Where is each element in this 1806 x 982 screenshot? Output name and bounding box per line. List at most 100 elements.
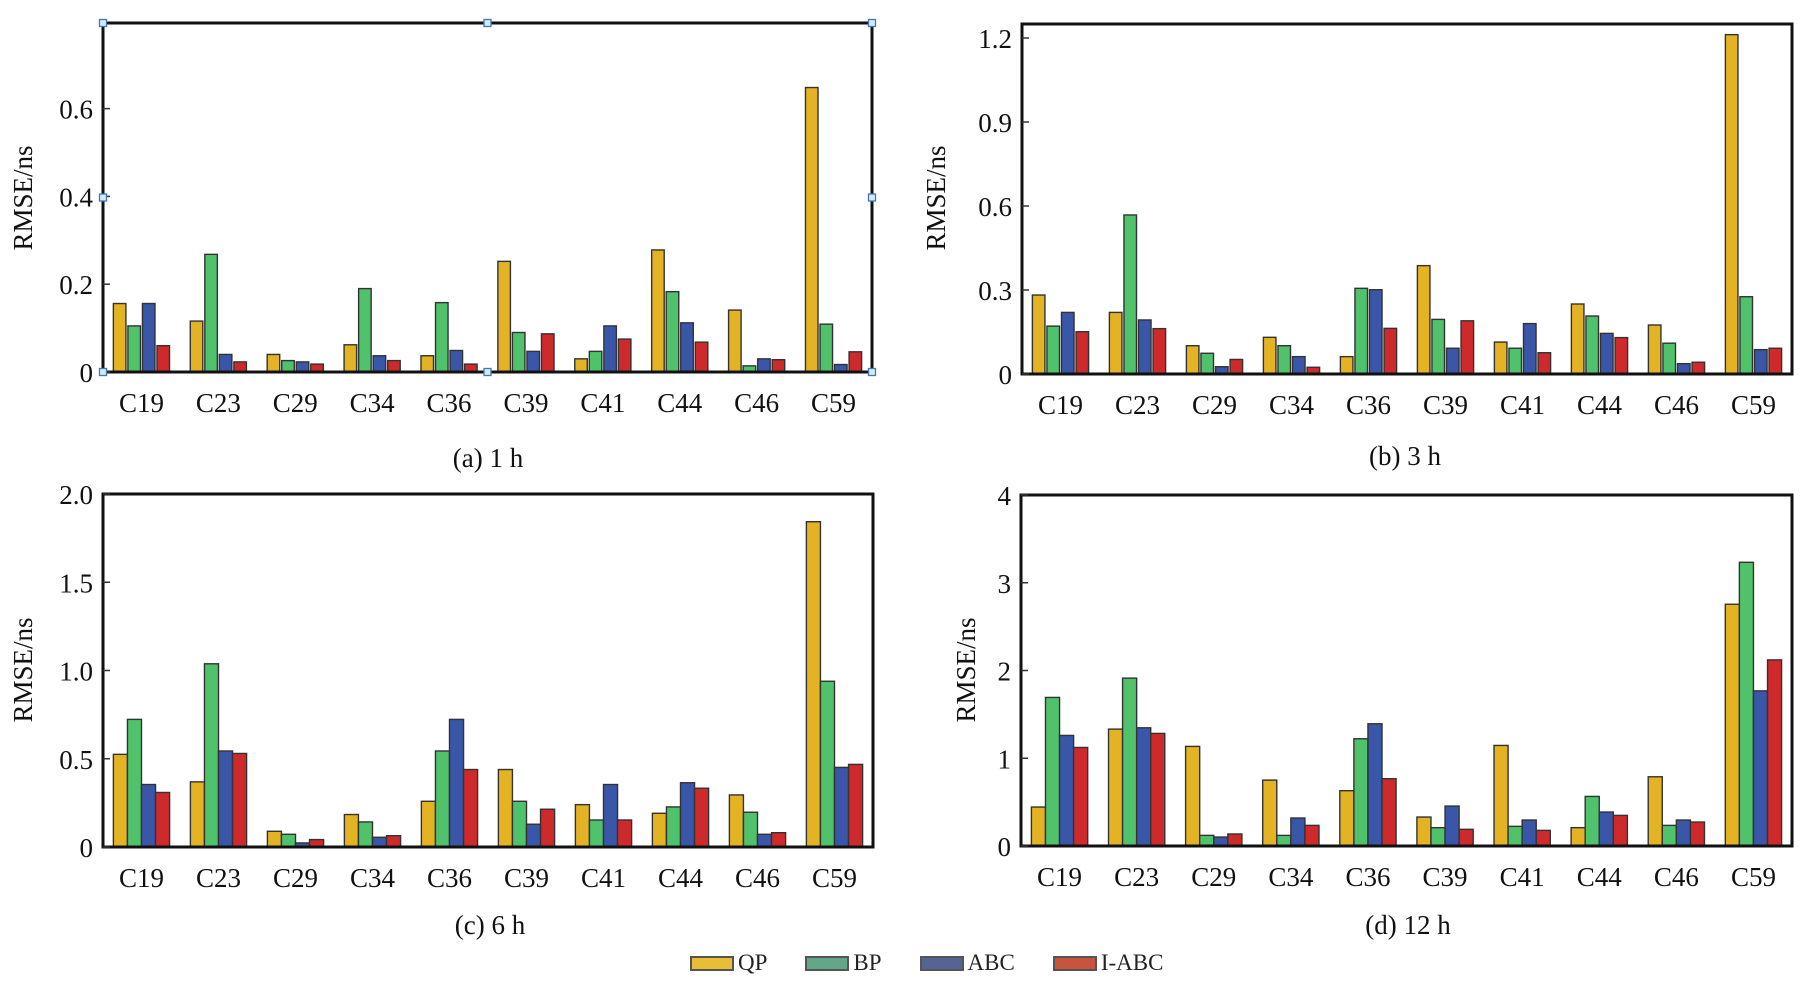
x-tick-label: C29 [1192,390,1237,420]
bar-bp-c39 [511,800,528,848]
bar-bp-c59 [1739,296,1754,375]
bar-qp-c41 [1493,744,1509,847]
x-tick-label: C36 [427,863,472,893]
bar-i-abc-c29 [1229,358,1244,375]
bar-i-abc-c44 [694,341,709,373]
bar-abc-c36 [449,349,464,373]
bar-i-abc-c59 [847,763,864,848]
y-tick-label: 2.0 [59,480,93,510]
y-tick-label: 3 [998,569,1012,599]
x-tick-label: C34 [1268,862,1314,892]
bar-qp-c59 [1724,33,1739,375]
y-tick-label: 1 [998,744,1012,774]
bar-bp-c29 [1200,352,1215,375]
x-tick-label: C41 [1500,390,1545,420]
bar-bp-c44 [665,806,682,848]
bar-abc-c34 [1291,355,1306,375]
bar-abc-c46 [756,358,771,373]
y-tick-label: 0.6 [59,95,93,125]
bar-bp-c59 [1738,561,1755,847]
x-tick-label: C19 [1038,390,1083,420]
selection-handle [867,193,877,202]
bar-i-abc-c41 [1535,829,1551,847]
y-tick-label: 0.5 [59,745,93,775]
selection-handle [98,367,108,377]
bar-i-abc-c34 [386,359,401,373]
x-tick-label: C44 [657,388,703,418]
bar-abc-c44 [679,782,696,848]
bar-bp-c46 [1661,824,1678,847]
bar-i-abc-c46 [771,359,786,373]
bar-qp-c59 [805,521,822,848]
plot-area: 0 1 2 3 4 C19 C23 C29 C34 C36 C39 C41 C44 C46 C59 [998,481,1794,892]
x-tick-label: C44 [658,863,704,893]
legend-swatch-i-abc [1052,955,1097,971]
bar-abc-c44 [680,322,694,373]
legend-item-qp: QP [690,950,767,976]
bar-abc-c23 [1137,319,1152,375]
bar-abc-c36 [1368,289,1383,375]
bar-abc-c19 [1058,734,1075,847]
bar-bp-c36 [1353,738,1369,847]
y-axis-label: RMSE/ns [921,145,951,250]
bar-qp-c23 [1107,728,1124,847]
bar-abc-c39 [1444,805,1460,847]
bar-i-abc-c23 [233,361,248,373]
bar-bp-c39 [1430,826,1446,847]
bar-bp-c59 [819,680,836,848]
bar-bp-c29 [280,833,297,848]
bar-abc-c39 [525,823,542,848]
bar-qp-c19 [1030,806,1047,847]
x-tick-label: C46 [1654,390,1699,420]
plot-area: 0 0.5 1.0 1.5 2.0 C19 C23 C29 C34 C36 C39 C41 C44 C46… [59,480,875,893]
y-tick-label: 0.4 [59,182,93,212]
legend-swatch-abc [919,955,964,971]
bar-abc-c46 [1676,362,1691,375]
plot-area: 0 0.3 0.6 0.9 1.2 C19 C23 C29 C34 C36 C39 C41 C44 C46… [978,22,1794,420]
y-tick-label: 0.6 [978,192,1012,222]
bar-i-abc-c39 [540,333,555,373]
bar-i-abc-c19 [1075,331,1090,375]
x-tick-label: C23 [196,388,241,418]
bar-qp-c39 [497,260,512,373]
selection-handle [98,18,108,28]
x-tick-label: C29 [1191,862,1236,892]
bar-bp-c29 [1198,834,1215,847]
bar-i-abc-c23 [1152,327,1167,375]
y-tick-label: 1.0 [59,657,93,687]
legend-label-bp: BP [853,950,882,975]
bar-abc-c41 [1522,322,1537,375]
bar-i-abc-c39 [1460,320,1475,375]
bar-i-abc-c41 [1537,352,1552,375]
bar-qp-c46 [727,309,742,373]
bar-bp-c23 [1123,214,1138,375]
bar-bp-c39 [511,331,526,373]
bar-qp-c23 [189,781,206,848]
bar-abc-c23 [218,353,233,373]
bar-abc-c41 [603,325,618,373]
bar-bp-c41 [1508,347,1523,375]
bar-qp-c36 [420,800,437,848]
x-tick-label: C46 [734,388,779,418]
bar-i-abc-c36 [1381,778,1397,847]
panel-c-6h: RMSE/ns 0 0.5 1.0 1.5 2.0 C19 C23 C29 C34 C36 C39 C… [8,480,875,940]
panel-d-12h: RMSE/ns 0 1 2 3 4 C19 C23 C29 C34 C36 C39 C41 C44 C46… [951,481,1794,940]
bar-qp-c29 [266,353,281,373]
bar-qp-c29 [1185,345,1200,375]
bar-i-abc-c46 [1691,361,1706,375]
bar-bp-c19 [126,718,143,848]
x-tick-label: C34 [350,863,396,893]
x-tick-label: C19 [119,863,164,893]
bar-abc-c44 [1598,811,1615,847]
bar-bp-c34 [357,287,372,373]
bar-qp-c36 [1339,355,1354,375]
bar-qp-c19 [1031,294,1046,375]
bar-abc-c36 [448,718,465,848]
x-tick-label: C39 [504,863,549,893]
bar-qp-c41 [1493,341,1508,375]
y-tick-label: 0 [999,360,1013,390]
selection-handle [867,367,877,377]
bar-bp-c36 [1354,287,1369,375]
bar-i-abc-c23 [231,752,248,848]
bar-bp-c19 [1046,325,1061,375]
